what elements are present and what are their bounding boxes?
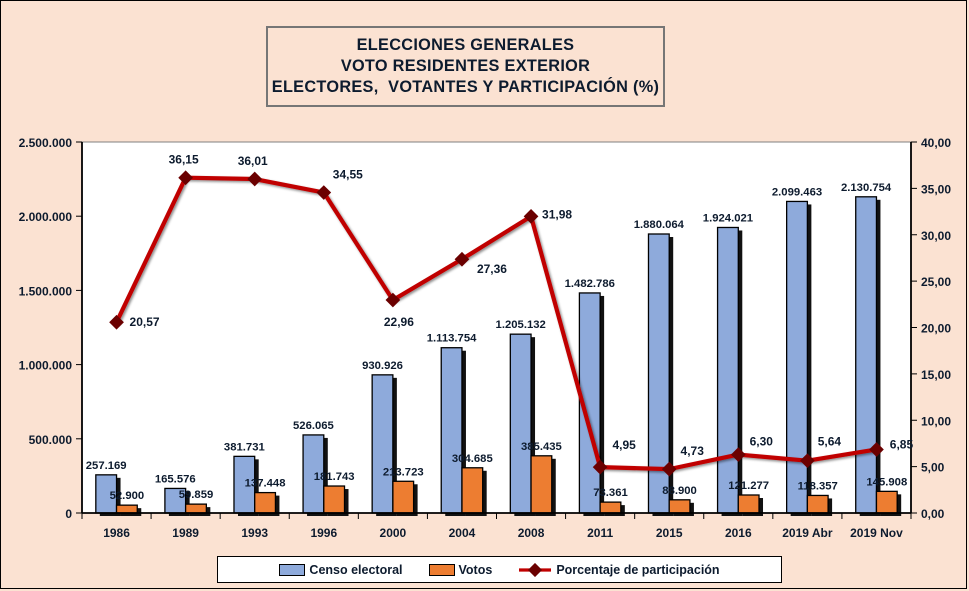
svg-text:27,36: 27,36 <box>477 262 507 276</box>
svg-text:1.000.000: 1.000.000 <box>19 359 73 373</box>
svg-text:145.908: 145.908 <box>866 476 907 488</box>
svg-text:36,01: 36,01 <box>238 154 268 168</box>
svg-text:2016: 2016 <box>725 526 752 540</box>
svg-text:1989: 1989 <box>172 526 199 540</box>
svg-text:73.361: 73.361 <box>593 487 628 499</box>
svg-text:5,00: 5,00 <box>921 461 945 475</box>
svg-text:6,30: 6,30 <box>750 435 774 449</box>
svg-text:1.113.754: 1.113.754 <box>427 333 477 345</box>
svg-text:31,98: 31,98 <box>542 207 572 221</box>
svg-text:2.099.463: 2.099.463 <box>772 186 822 198</box>
svg-text:2004: 2004 <box>449 526 476 540</box>
svg-text:52.900: 52.900 <box>110 490 145 502</box>
svg-text:2000: 2000 <box>380 526 407 540</box>
svg-text:20,00: 20,00 <box>921 322 951 336</box>
svg-text:1.482.786: 1.482.786 <box>565 278 615 290</box>
svg-text:500.000: 500.000 <box>29 433 73 447</box>
svg-text:1.205.132: 1.205.132 <box>496 319 546 331</box>
svg-text:1986: 1986 <box>103 526 130 540</box>
svg-text:1.500.000: 1.500.000 <box>19 284 73 298</box>
svg-text:1.880.064: 1.880.064 <box>634 219 685 231</box>
svg-text:121.277: 121.277 <box>728 480 769 492</box>
svg-text:35,00: 35,00 <box>921 182 951 196</box>
svg-text:34,55: 34,55 <box>333 168 363 182</box>
svg-text:2019 Abr: 2019 Abr <box>782 526 833 540</box>
svg-text:88.900: 88.900 <box>662 485 697 497</box>
svg-text:0,00: 0,00 <box>921 507 945 521</box>
svg-text:1996: 1996 <box>310 526 337 540</box>
svg-text:385.435: 385.435 <box>521 441 562 453</box>
svg-text:137.448: 137.448 <box>245 478 286 490</box>
svg-text:6,85: 6,85 <box>890 437 914 451</box>
svg-text:2015: 2015 <box>656 526 683 540</box>
svg-text:526.065: 526.065 <box>293 420 334 432</box>
svg-text:30,00: 30,00 <box>921 229 951 243</box>
svg-text:2.130.754: 2.130.754 <box>841 182 892 194</box>
svg-text:930.926: 930.926 <box>362 360 403 372</box>
svg-text:2011: 2011 <box>587 526 613 540</box>
svg-text:22,96: 22,96 <box>384 315 414 329</box>
svg-text:15,00: 15,00 <box>921 368 951 382</box>
svg-text:2.000.000: 2.000.000 <box>19 210 73 224</box>
svg-text:20,57: 20,57 <box>130 315 160 329</box>
svg-text:2008: 2008 <box>518 526 545 540</box>
svg-text:40,00: 40,00 <box>921 136 951 150</box>
svg-text:165.576: 165.576 <box>155 473 196 485</box>
svg-text:5,64: 5,64 <box>818 435 842 449</box>
svg-text:36,15: 36,15 <box>169 153 199 167</box>
svg-text:118.357: 118.357 <box>798 480 838 492</box>
svg-text:2.500.000: 2.500.000 <box>19 136 73 150</box>
svg-text:213.723: 213.723 <box>383 466 424 478</box>
svg-text:2019 Nov: 2019 Nov <box>850 526 903 540</box>
svg-text:381.731: 381.731 <box>224 441 265 453</box>
svg-text:304.685: 304.685 <box>452 453 493 465</box>
svg-text:59.859: 59.859 <box>179 489 214 501</box>
svg-text:10,00: 10,00 <box>921 414 951 428</box>
svg-text:1.924.021: 1.924.021 <box>703 212 753 224</box>
svg-text:181.743: 181.743 <box>314 471 355 483</box>
svg-text:4,73: 4,73 <box>681 444 705 458</box>
svg-text:0: 0 <box>65 507 72 521</box>
svg-text:25,00: 25,00 <box>921 275 951 289</box>
svg-text:257.169: 257.169 <box>86 460 127 472</box>
svg-text:4,95: 4,95 <box>612 438 636 452</box>
svg-text:1993: 1993 <box>241 526 268 540</box>
